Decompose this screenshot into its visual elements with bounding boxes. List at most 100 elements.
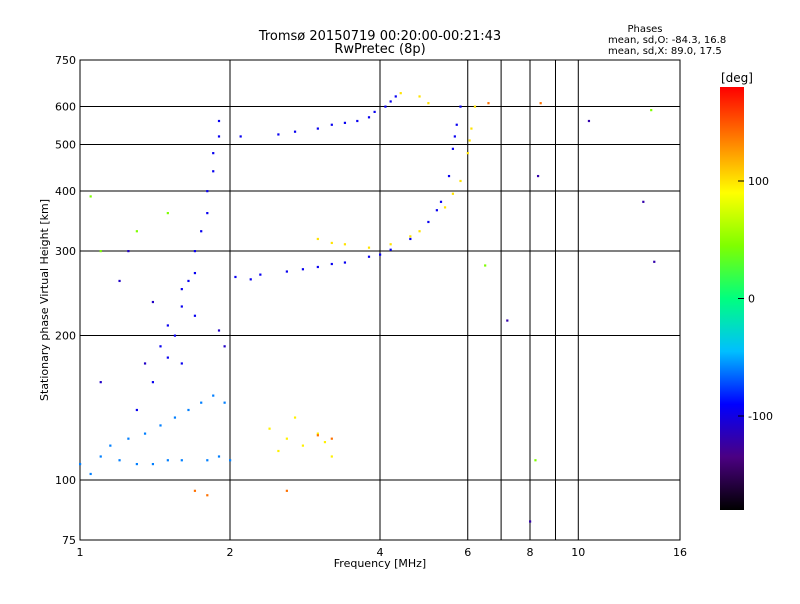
data-point [200,230,203,233]
data-point [180,459,183,462]
data-point [127,250,130,253]
data-point [323,441,327,444]
plot-area: 1 2 4 6 8 10 16 75 100 200 300 400 500 600 750 [55,54,687,559]
x-tick-labels: 1 2 4 6 8 10 16 [77,546,688,559]
data-point [418,230,421,233]
data-point [389,243,392,246]
data-point [118,279,121,283]
x-tick-label: 1 [77,546,84,559]
y-tick-label: 750 [55,54,76,67]
data-point [285,437,288,440]
data-point [394,95,397,98]
data-point [642,200,645,203]
data-point [330,241,333,245]
data-point [135,230,138,233]
x-tick-label: 8 [527,546,534,559]
chart-title: Tromsø 20150719 00:20:00-00:21:43 [258,29,501,44]
data-point [193,271,197,275]
data-point [223,345,226,348]
data-point [89,472,92,476]
data-point [453,135,456,138]
data-point [418,95,421,98]
data-point [200,401,203,404]
data-point [473,105,477,108]
data-point [487,102,490,105]
y-tick-label: 100 [55,474,76,487]
data-point [455,123,458,126]
data-point [217,135,221,138]
colorbar-tick-label: 100 [748,175,769,188]
data-point [212,170,215,173]
data-point [79,462,82,466]
data-point [409,235,412,238]
data-point [127,437,130,440]
y-tick-label: 75 [62,534,76,547]
data-point [109,444,112,447]
data-point [330,455,333,458]
data-point [234,275,237,279]
data-point [193,250,197,253]
data-points [79,92,656,523]
data-point [212,152,215,155]
data-point [206,212,209,215]
y-tick-label: 400 [55,185,76,198]
data-point [459,179,462,183]
data-point [379,253,382,256]
data-point [587,119,591,123]
data-point [459,105,462,108]
data-point [439,200,443,203]
data-point [293,130,297,133]
data-point [212,394,215,397]
data-point [484,264,487,267]
data-point [653,260,656,263]
data-point [447,174,451,178]
data-point [330,262,333,266]
data-point [285,270,288,273]
data-point [389,248,392,251]
data-point [143,362,147,365]
data-point [217,455,221,458]
data-point [259,273,262,276]
data-point [187,408,190,412]
data-point [166,212,169,215]
data-point [389,100,392,103]
data-point [268,427,271,430]
data-point [539,102,542,105]
data-point [316,237,319,241]
data-point [367,246,371,249]
phase-colorbar: [deg] 100 0 -100 [720,71,773,510]
data-point [409,237,412,241]
data-point [151,462,155,466]
grid-lines [80,60,680,540]
data-point [343,243,347,246]
data-point [180,288,183,291]
data-point [151,300,155,304]
data-point [316,127,319,130]
data-point [427,220,430,224]
chart-subtitle: RwPretec (8p) [334,42,425,57]
data-point [135,462,138,466]
data-point [529,520,532,523]
data-point [99,381,102,384]
data-point [159,345,162,348]
y-axis-label: Stationary phase Virtual Height [km] [38,199,51,401]
y-tick-label: 500 [55,139,76,152]
data-point [373,110,376,113]
x-tick-label: 2 [227,546,234,559]
data-point [443,206,447,209]
data-point [399,92,402,95]
data-point [356,119,359,123]
data-point [427,102,430,105]
data-point [166,459,169,462]
x-axis-label: Frequency [MHz] [334,557,426,570]
data-point [451,192,455,195]
data-point [180,362,183,365]
colorbar-tick-label: 0 [748,293,755,306]
y-tick-label: 200 [55,330,76,343]
data-point [330,123,333,126]
data-point [536,174,540,178]
data-point [435,209,438,212]
y-tick-label: 600 [55,101,76,114]
data-point [173,334,177,337]
data-point [301,268,305,271]
